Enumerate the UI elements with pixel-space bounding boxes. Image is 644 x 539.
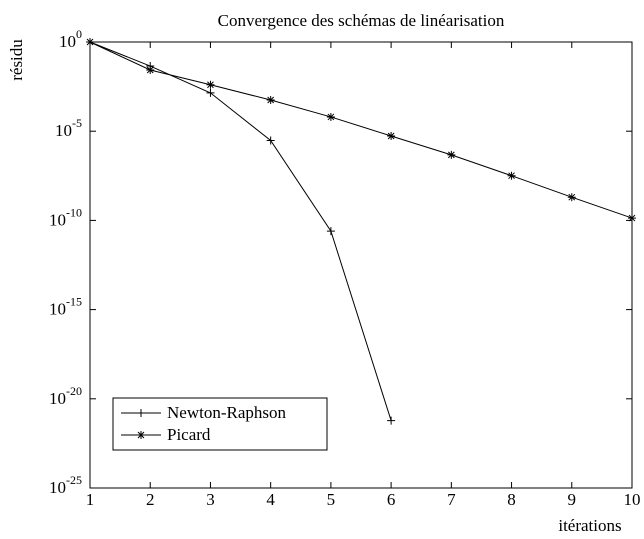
- x-tick-label: 4: [266, 490, 275, 509]
- x-tick-label: 9: [568, 490, 577, 509]
- x-tick-label: 3: [206, 490, 215, 509]
- y-tick-label: 10-25: [49, 473, 82, 497]
- x-tick-label: 5: [327, 490, 336, 509]
- legend-box: [112, 397, 328, 451]
- data-point: [567, 193, 576, 202]
- x-tick-label: 2: [146, 490, 155, 509]
- y-tick-label: 100: [59, 27, 82, 51]
- x-tick-label: 6: [387, 490, 396, 509]
- legend-label: Picard: [167, 425, 211, 444]
- data-point: [266, 136, 275, 145]
- data-point: [146, 65, 155, 74]
- x-tick-label: 7: [447, 490, 456, 509]
- x-tick-label: 1: [86, 490, 95, 509]
- x-axis-label: itérations: [558, 516, 621, 535]
- data-point: [507, 171, 516, 180]
- y-tick-label: 10-15: [49, 295, 82, 319]
- data-point: [266, 96, 275, 105]
- data-point: [206, 88, 215, 97]
- plot-frame: [89, 41, 633, 489]
- y-tick-label: 10-10: [49, 205, 82, 229]
- y-tick-label: 10-5: [55, 116, 82, 140]
- data-point: [326, 112, 335, 121]
- series-line: [89, 41, 633, 219]
- legend-marker: [137, 431, 145, 439]
- data-point: [387, 131, 396, 140]
- data-point: [206, 80, 215, 89]
- data-point: [447, 150, 456, 159]
- data-point: [628, 214, 636, 223]
- data-point: [387, 416, 396, 425]
- chart-title: Convergence des schémas de linéarisation: [218, 11, 505, 30]
- series-line: [89, 41, 392, 421]
- y-tick-label: 10-20: [49, 384, 82, 408]
- y-axis-label: résidu: [7, 39, 26, 81]
- legend-label: Newton-Raphson: [167, 403, 286, 422]
- data-point: [326, 227, 335, 236]
- x-tick-label: 10: [624, 490, 641, 509]
- data-point: [86, 38, 94, 46]
- legend-marker: [137, 409, 145, 417]
- x-tick-label: 8: [507, 490, 516, 509]
